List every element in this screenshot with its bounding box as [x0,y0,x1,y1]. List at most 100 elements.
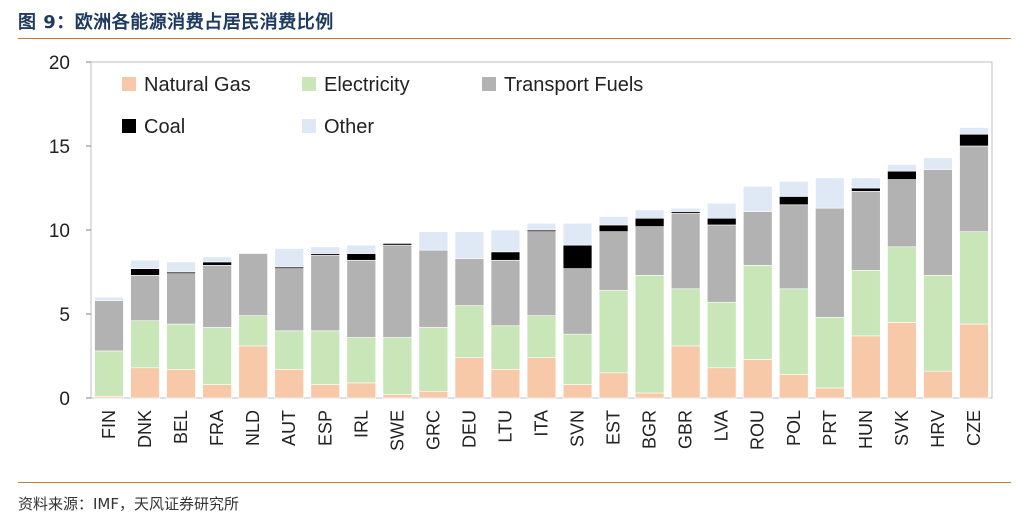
bar-stack-rou [743,186,773,399]
bar-segment-coal [959,133,989,147]
bar-segment-natural-gas [670,345,701,399]
bar-segment-electricity [490,325,521,370]
bar-segment-other [130,259,160,269]
bar-segment-electricity [94,350,124,397]
bar-segment-natural-gas [130,367,160,399]
bar-segment-natural-gas [959,323,989,399]
bar-segment-transport-fuels [815,207,845,318]
bar-segment-coal [887,170,917,180]
bar-stack-cze [959,127,989,399]
chart-title: 图 9：欧洲各能源消费占居民消费比例 [18,12,334,33]
bar-segment-other [851,177,881,189]
bar-segment-natural-gas [166,369,196,399]
x-axis-labels: FIN DNK BEL FRA NLD AUT ESP IRL SWE GRC DEU LTU ITA S… [99,410,984,451]
legend-swatch [482,77,496,91]
y-tick-label: 10 [49,221,70,242]
bar-segment-natural-gas [779,374,809,399]
x-tick-label: GRC [423,410,443,450]
y-tick-label: 20 [49,53,70,74]
bar-segment-natural-gas [382,394,413,399]
bar-segment-electricity [851,270,881,337]
bar-stack-gbr [670,207,701,399]
bar-segment-electricity [923,275,953,372]
bar-stack-bel [166,261,196,399]
bar-segment-transport-fuels [887,179,917,248]
bar-stack-fin [94,296,124,399]
y-tick-label: 5 [59,305,70,326]
x-tick-label: ESP [315,410,335,446]
x-tick-label: POL [784,410,804,446]
bar-segment-transport-fuels [743,211,773,266]
bar-segment-coal [634,217,665,227]
bar-segment-transport-fuels [526,231,557,316]
bar-segment-coal [706,217,737,226]
bar-segment-coal [562,244,593,269]
bar-segment-electricity [310,330,340,385]
bar-segment-electricity [634,275,665,394]
bar-segment-transport-fuels [94,300,124,352]
x-tick-label: IRL [351,410,371,438]
bar-stack-prt [815,177,845,399]
legend-label: Natural Gas [144,74,251,96]
bar-segment-natural-gas [562,384,593,399]
bar-segment-natural-gas [454,357,485,399]
bar-stack-swe [382,243,413,399]
bar-segment-electricity [166,323,196,370]
bar-stack-deu [454,231,485,399]
y-tick-label: 15 [49,137,70,158]
title-divider [18,38,1011,39]
bar-segment-other [454,231,485,259]
bar-segment-other [418,231,449,251]
x-tick-label: SVN [568,410,588,447]
bar-segment-other [490,229,521,253]
x-tick-label: FIN [99,410,119,439]
x-tick-label: BEL [171,410,191,444]
legend-swatch [122,119,136,133]
bar-segment-electricity [815,317,845,389]
bar-segment-other [166,261,196,273]
bar-segment-transport-fuels [923,169,953,276]
bar-segment-coal [202,261,232,266]
bar-segment-coal [382,243,413,246]
bar-segment-transport-fuels [670,212,701,290]
bar-segment-electricity [887,246,917,323]
bar-segment-electricity [706,301,737,369]
x-tick-label: HUN [856,410,876,449]
bar-segment-other [923,157,953,170]
bar-segment-electricity [346,337,377,384]
x-tick-label: AUT [279,410,299,446]
legend-label: Transport Fuels [504,74,643,96]
bar-segment-natural-gas [815,387,845,399]
bar-segment-other [634,209,665,219]
bar-stack-ita [526,222,557,399]
x-tick-label: FRA [207,410,227,446]
x-tick-label: BGR [640,410,660,449]
bar-segment-electricity [202,327,232,385]
bar-stack-hun [851,177,881,399]
bar-segment-coal [851,187,881,192]
y-tick-label: 0 [59,389,70,410]
bar-segment-natural-gas [706,367,737,399]
bar-segment-natural-gas [923,370,953,399]
x-tick-label: HRV [928,410,948,448]
bar-stack-esp [310,246,340,399]
bar-stack-hrv [923,157,953,399]
bar-segment-other [887,164,917,172]
bar-stack-irl [346,244,377,399]
bar-stack-nld [238,253,268,399]
bar-segment-natural-gas [634,392,665,399]
bar-segment-transport-fuels [202,264,232,328]
bar-stack-aut [274,248,304,399]
x-tick-label: SWE [387,410,407,451]
bar-segment-electricity [526,315,557,358]
bar-segment-other [815,177,845,209]
bar-segment-other [526,222,557,231]
bar-segment-electricity [274,330,304,370]
bar-stack-svk [887,164,917,399]
x-tick-label: LVA [712,410,732,441]
bar-segment-other [310,246,340,254]
bar-segment-natural-gas [743,359,773,399]
bar-segment-other [959,127,989,135]
bar-segment-transport-fuels [274,268,304,332]
bar-segment-electricity [382,337,413,395]
